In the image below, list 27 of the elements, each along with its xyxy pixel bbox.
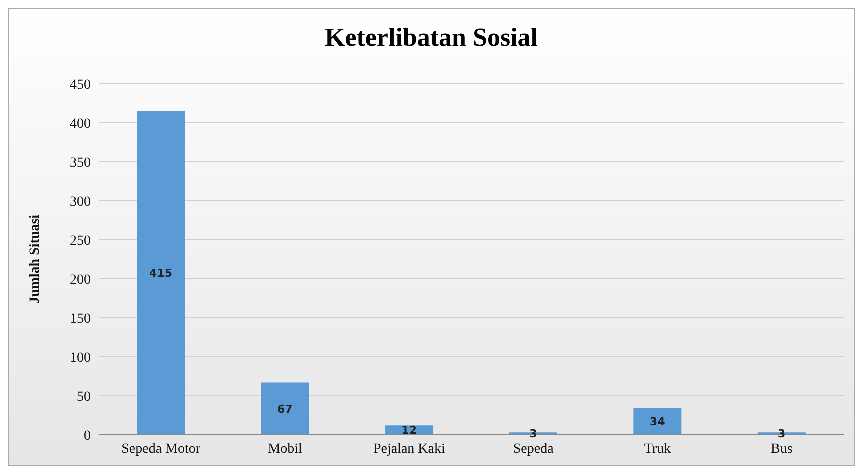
bar [634,408,682,435]
y-tick-label: 350 [70,156,91,171]
x-tick-label: Bus [771,442,793,457]
y-tick-label: 150 [70,312,91,327]
y-tick-label: 50 [77,390,91,405]
bar [261,382,310,435]
y-axis-title: Jumlah Situasi [28,214,43,304]
data-label: 12 [402,424,417,438]
x-tick-label: Mobil [268,442,302,457]
data-label: 34 [650,416,666,429]
y-tick-label: 200 [70,272,91,288]
x-tick-label: Pejalan Kaki [373,442,446,457]
chart-title: Keterlibatan Sosial [324,23,540,53]
x-tick-label: Sepeda Motor [122,442,201,457]
data-label: 67 [278,402,293,416]
x-tick-label: Sepeda [513,442,555,457]
y-tick-label: 0 [84,428,91,444]
data-label: 3 [778,428,786,441]
x-tick-label: Truk [644,442,672,457]
y-tick-label: 250 [70,234,91,249]
y-tick-label: 100 [70,350,91,366]
y-tick-label: 300 [70,194,91,210]
y-tick-label: 450 [70,78,91,93]
data-label: 415 [150,267,172,280]
y-tick-label: 400 [70,116,91,132]
data-label: 3 [530,428,538,441]
bar [137,111,185,435]
